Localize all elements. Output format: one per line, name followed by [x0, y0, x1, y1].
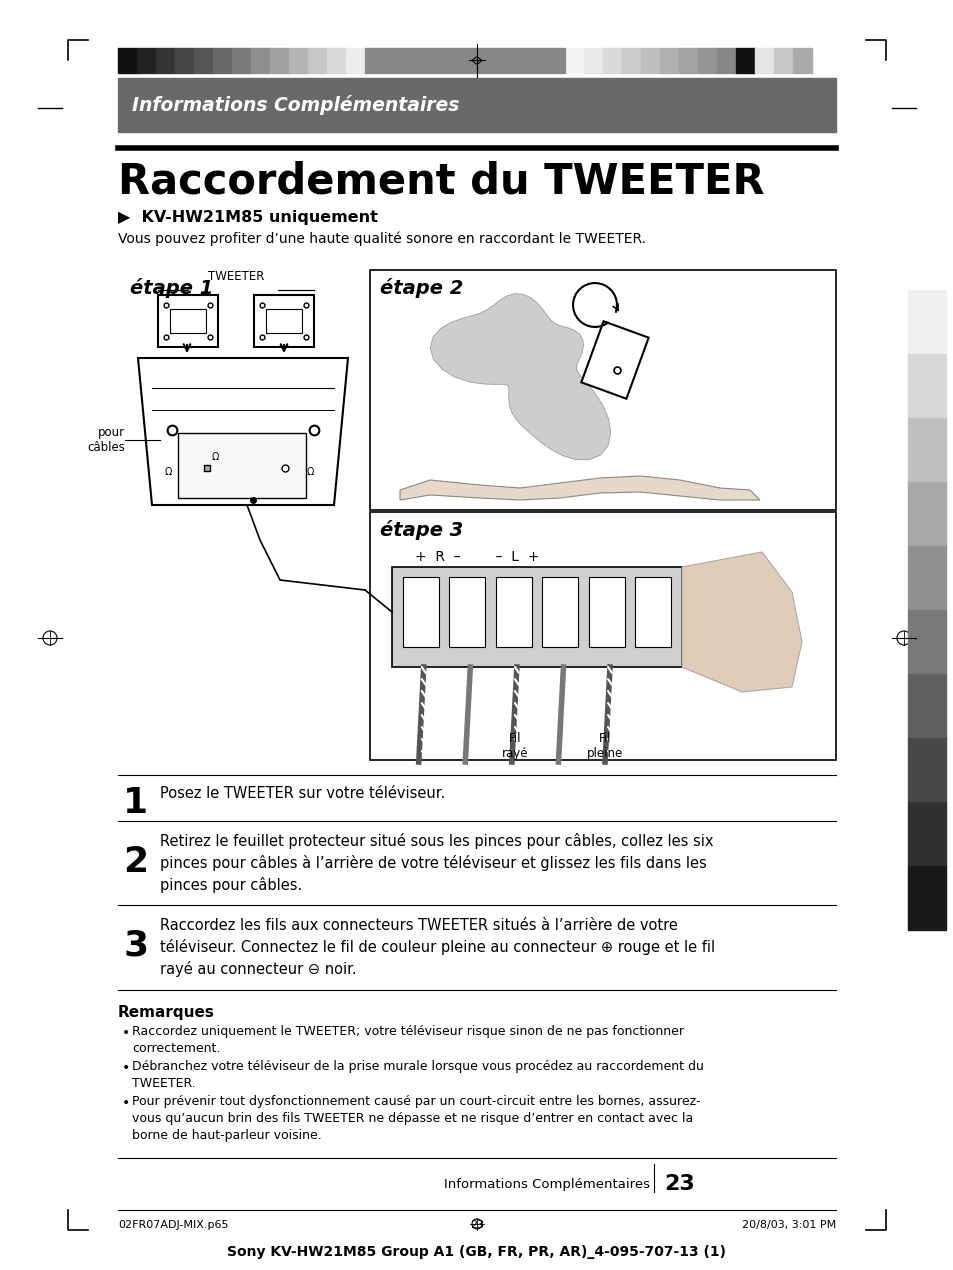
Text: pour
câbles: pour câbles	[87, 425, 125, 453]
Bar	[270, 48, 289, 72]
Text: 20/8/03, 3:01 PM: 20/8/03, 3:01 PM	[741, 1220, 835, 1231]
Bar	[137, 48, 156, 72]
Bar	[178, 433, 306, 498]
Polygon shape	[430, 293, 610, 460]
Bar	[449, 577, 485, 646]
Bar	[170, 309, 206, 333]
Bar	[621, 48, 640, 72]
Bar	[602, 48, 621, 72]
Bar	[289, 48, 308, 72]
Bar	[735, 48, 754, 72]
Bar	[213, 48, 232, 72]
Bar	[773, 48, 792, 72]
Bar	[193, 48, 213, 72]
Text: •: •	[122, 1060, 131, 1074]
Text: 2: 2	[123, 845, 149, 879]
Bar	[907, 354, 945, 418]
Bar	[588, 577, 624, 646]
Bar	[266, 309, 302, 333]
Text: +  R  –        –  L  +: + R – – L +	[415, 550, 538, 564]
Bar	[251, 48, 270, 72]
Bar	[907, 483, 945, 546]
Bar	[392, 566, 681, 667]
Text: 1: 1	[123, 786, 149, 820]
Bar	[907, 674, 945, 738]
Polygon shape	[681, 552, 801, 692]
Text: étape 2: étape 2	[379, 278, 463, 298]
Bar	[580, 321, 648, 399]
Bar	[907, 801, 945, 866]
Bar	[717, 48, 735, 72]
Bar	[156, 48, 174, 72]
Bar	[679, 48, 698, 72]
Bar	[402, 577, 438, 646]
Bar	[118, 48, 137, 72]
Text: Sony KV-HW21M85 Group A1 (GB, FR, PR, AR)_4-095-707-13 (1): Sony KV-HW21M85 Group A1 (GB, FR, PR, AR…	[227, 1245, 726, 1259]
Bar	[346, 48, 365, 72]
Bar	[754, 48, 773, 72]
Bar	[792, 48, 811, 72]
Text: Informations Complémentaires: Informations Complémentaires	[443, 1179, 649, 1191]
Text: TWEETER: TWEETER	[208, 271, 264, 283]
Bar	[158, 295, 218, 347]
Bar	[907, 866, 945, 930]
Bar	[640, 48, 659, 72]
Bar	[174, 48, 193, 72]
Text: Fil
rayé: Fil rayé	[501, 732, 528, 759]
Polygon shape	[399, 476, 760, 500]
Text: Posez le TWEETER sur votre téléviseur.: Posez le TWEETER sur votre téléviseur.	[160, 786, 445, 801]
Bar	[907, 610, 945, 674]
Bar	[635, 577, 671, 646]
Text: ▶  KV-HW21M85 uniquement: ▶ KV-HW21M85 uniquement	[118, 210, 377, 225]
Bar	[118, 77, 835, 132]
Bar	[232, 48, 251, 72]
Bar	[308, 48, 327, 72]
Text: Pour prévenir tout dysfonctionnement causé par un court-circuit entre les bornes: Pour prévenir tout dysfonctionnement cau…	[132, 1095, 700, 1142]
Text: Informations Complémentaires: Informations Complémentaires	[132, 95, 459, 116]
Text: 3: 3	[123, 928, 149, 961]
Text: 02FR07ADJ-MIX.p65: 02FR07ADJ-MIX.p65	[118, 1220, 229, 1231]
Bar	[698, 48, 717, 72]
Text: étape 1: étape 1	[130, 278, 213, 298]
Text: Raccordement du TWEETER: Raccordement du TWEETER	[118, 160, 763, 202]
Text: étape 3: étape 3	[379, 519, 463, 540]
Text: Retirez le feuillet protecteur situé sous les pinces pour câbles, collez les six: Retirez le feuillet protecteur situé sou…	[160, 833, 713, 893]
Text: Ω: Ω	[164, 467, 172, 478]
Bar	[370, 512, 835, 759]
Bar	[496, 577, 531, 646]
Text: Débranchez votre téléviseur de la prise murale lorsque vous procédez au raccorde: Débranchez votre téléviseur de la prise …	[132, 1060, 703, 1090]
Text: 23: 23	[663, 1173, 694, 1194]
Text: Fil
pleine: Fil pleine	[586, 732, 622, 759]
Bar	[327, 48, 346, 72]
Text: •: •	[122, 1096, 131, 1110]
Text: •: •	[122, 1026, 131, 1040]
Bar	[659, 48, 679, 72]
Bar	[907, 418, 945, 483]
Bar	[541, 577, 578, 646]
Bar	[907, 290, 945, 354]
Bar	[907, 738, 945, 801]
Text: Remarques: Remarques	[118, 1005, 214, 1020]
Bar	[370, 271, 835, 511]
Bar	[907, 546, 945, 610]
Bar	[365, 48, 564, 72]
Text: Raccordez uniquement le TWEETER; votre téléviseur risque sinon de ne pas fonctio: Raccordez uniquement le TWEETER; votre t…	[132, 1025, 683, 1055]
Text: Ω: Ω	[212, 452, 219, 462]
Text: 23: 23	[470, 1220, 483, 1231]
Bar	[583, 48, 602, 72]
Text: Ω: Ω	[306, 467, 314, 478]
Bar	[564, 48, 583, 72]
Text: Raccordez les fils aux connecteurs TWEETER situés à l’arrière de votre
téléviseu: Raccordez les fils aux connecteurs TWEET…	[160, 918, 715, 977]
Text: Vous pouvez profiter d’une haute qualité sonore en raccordant le TWEETER.: Vous pouvez profiter d’une haute qualité…	[118, 232, 645, 246]
Bar	[253, 295, 314, 347]
